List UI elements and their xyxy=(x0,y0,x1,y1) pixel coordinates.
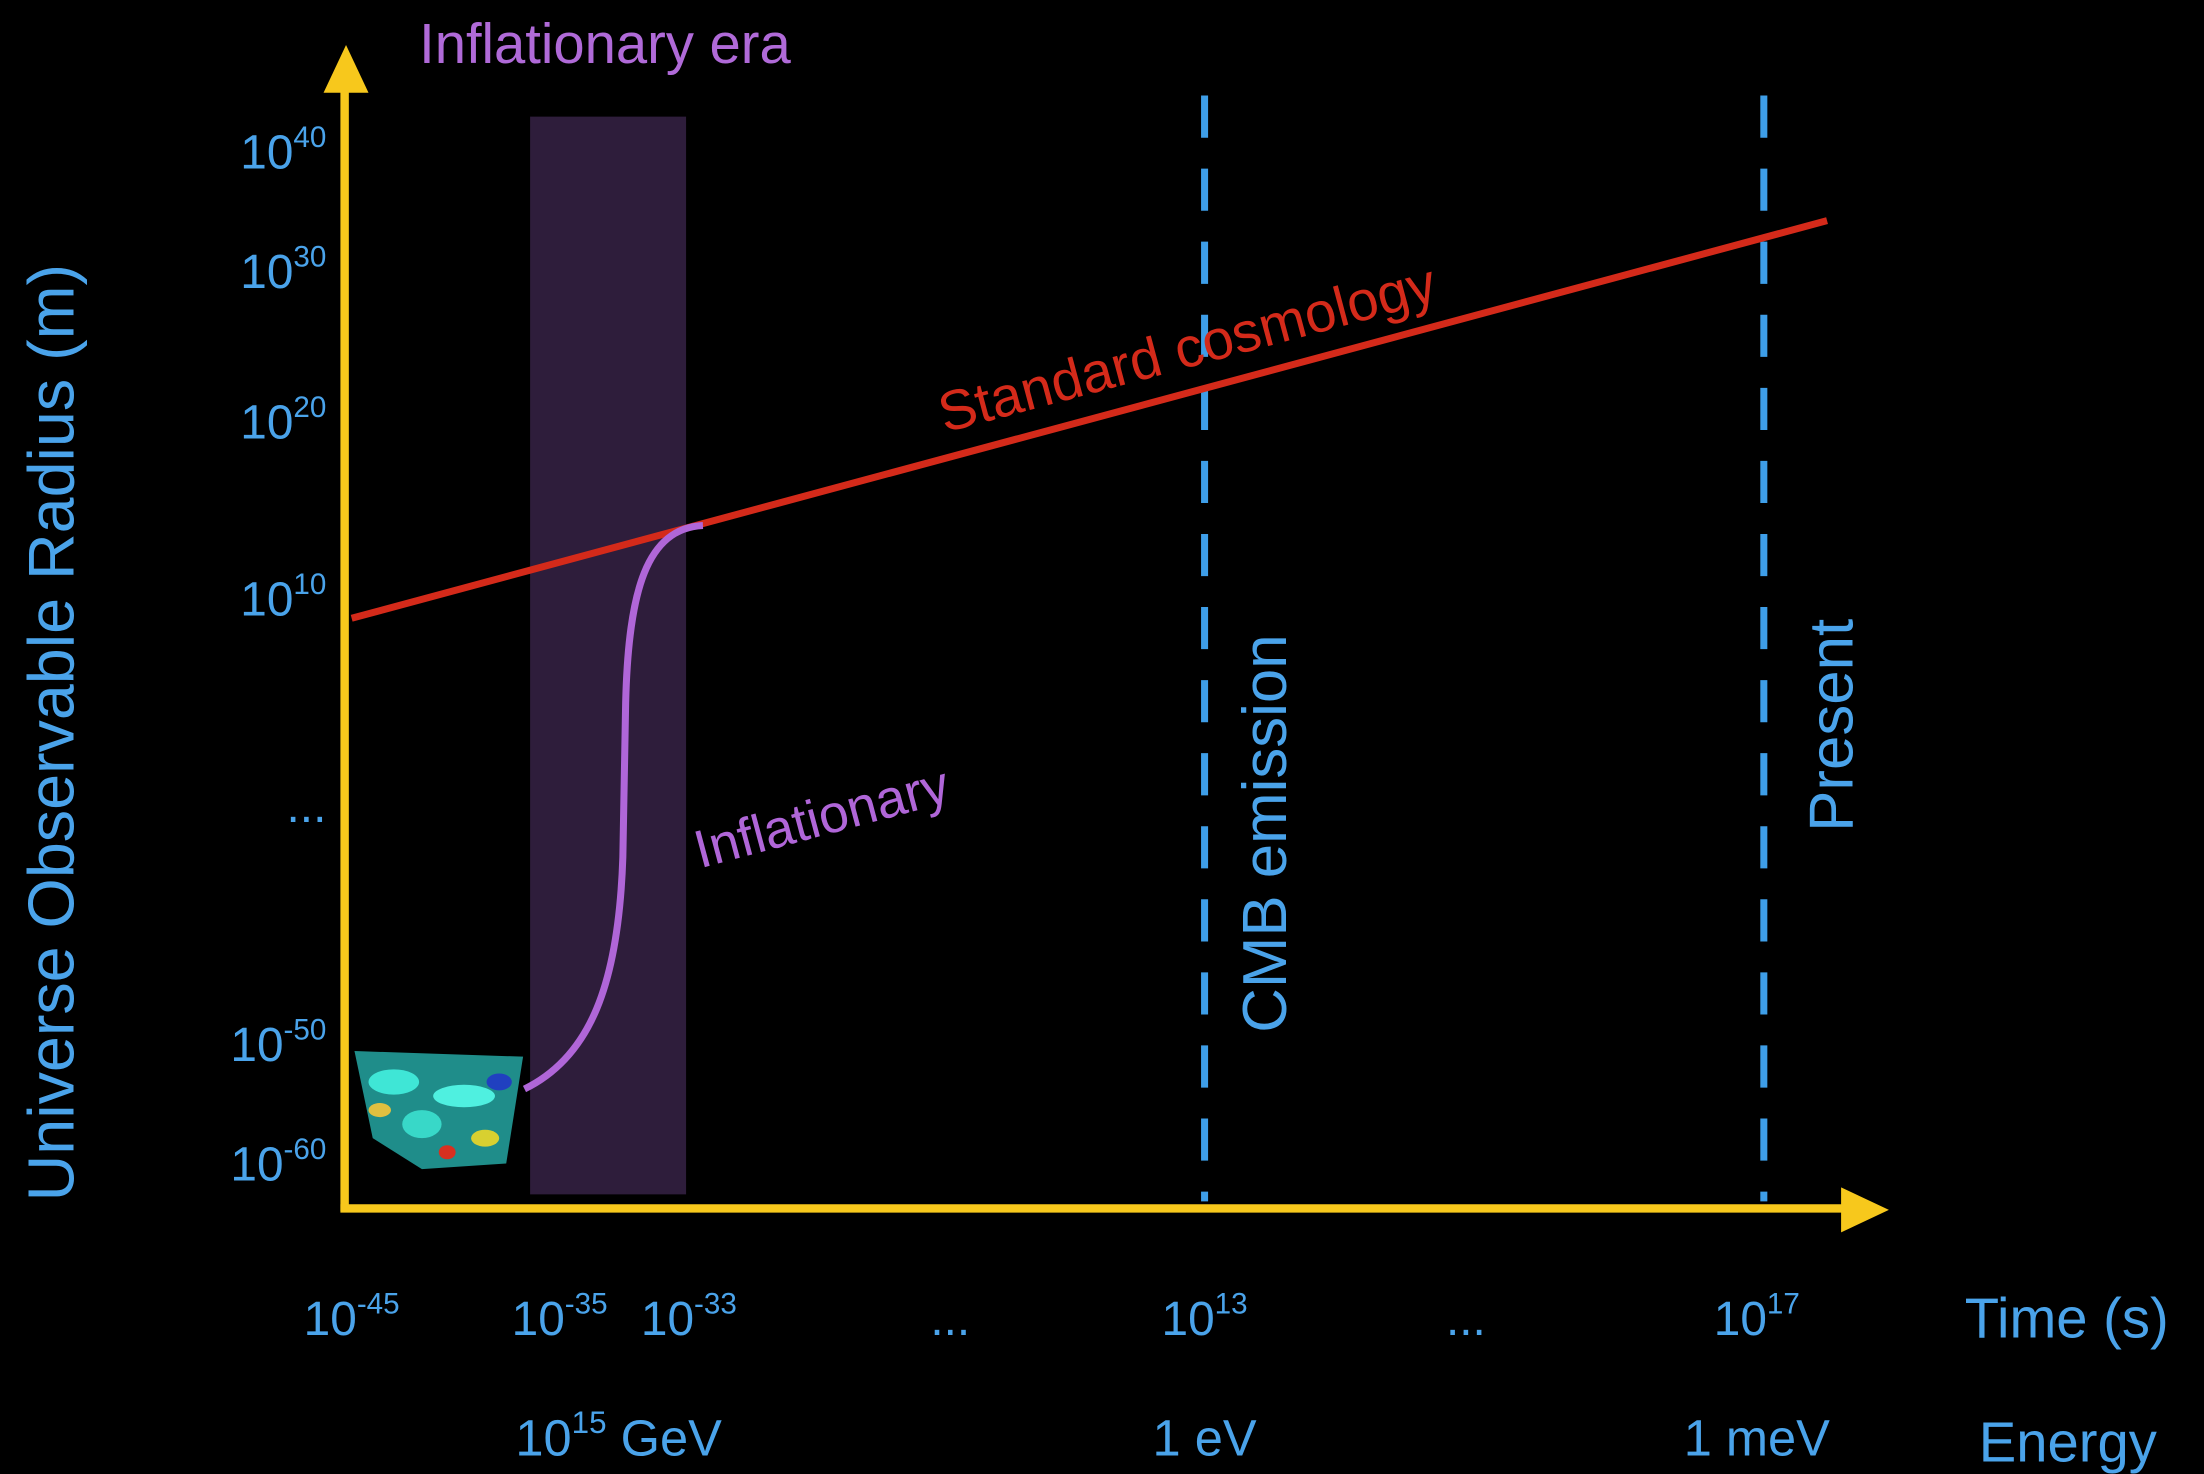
x-tick-label-base: 10 xyxy=(512,1293,565,1346)
y-tick-label: 10-50 xyxy=(230,1013,326,1071)
x-axis-label: Time (s) xyxy=(1965,1287,2169,1350)
inflationary-curve xyxy=(522,522,704,1093)
y-tick-label: 1020 xyxy=(240,391,326,449)
x-tick-label-base: 10 xyxy=(304,1293,357,1346)
energy-tick-label: 1 eV xyxy=(1153,1410,1257,1467)
x-tick-label: 10-33 xyxy=(641,1287,737,1345)
x-tick-label-base: ... xyxy=(1446,1293,1486,1346)
y-tick-label-exponent: -50 xyxy=(284,1013,327,1046)
x-tick-label-exponent: 17 xyxy=(1767,1287,1800,1320)
y-axis-label: Universe Observable Radius (m) xyxy=(14,264,87,1201)
x-tick-label-exponent: -33 xyxy=(694,1287,737,1320)
x-tick-label: 1013 xyxy=(1162,1287,1248,1345)
energy-tick-label-base: 1 meV xyxy=(1684,1410,1830,1467)
y-tick-label-exponent: 30 xyxy=(293,241,326,274)
y-tick-label: 10-60 xyxy=(230,1133,326,1191)
y-tick-label-base: 10 xyxy=(230,1019,283,1072)
y-tick-label-exponent: 10 xyxy=(293,568,326,601)
energy-tick-label: 1 meV xyxy=(1684,1410,1830,1467)
x-tick-label-exponent: -45 xyxy=(357,1287,400,1320)
inflation-band xyxy=(530,116,687,1195)
y-tick-label: 1010 xyxy=(240,568,326,626)
y-tick-label-exponent: 20 xyxy=(293,391,326,424)
y-tick-label-exponent: 40 xyxy=(293,121,326,154)
y-tick-label-base: 10 xyxy=(240,127,293,180)
y-tick-label-exponent: -60 xyxy=(284,1133,327,1166)
axes xyxy=(323,44,1889,1233)
y-tick-label: 1030 xyxy=(240,241,326,299)
x-tick-label: 10-45 xyxy=(304,1287,400,1345)
x-tick-label: 1017 xyxy=(1714,1287,1800,1345)
energy-tick-label-base: 1 eV xyxy=(1153,1410,1257,1467)
y-tick-label: 1040 xyxy=(240,121,326,179)
x-tick-label: ... xyxy=(1446,1293,1486,1346)
cmb-label: CMB emission xyxy=(1231,634,1300,1032)
x-tick-label-exponent: -35 xyxy=(565,1287,608,1320)
x-tick-label-exponent: 13 xyxy=(1215,1287,1248,1320)
present-label: Present xyxy=(1797,619,1866,832)
energy-axis-label: Energy xyxy=(1979,1410,2157,1473)
y-tick-label-base: ... xyxy=(287,780,327,833)
x-tick-label: ... xyxy=(930,1293,970,1346)
cmb-blob xyxy=(354,1051,524,1170)
standard-curve xyxy=(350,217,1828,622)
y-tick-label-base: 10 xyxy=(240,246,293,299)
y-tick-label: ... xyxy=(287,780,327,833)
y-tick-label-base: 10 xyxy=(230,1138,283,1191)
energy-tick-label-exponent: 15 xyxy=(572,1405,607,1440)
y-tick-label-base: 10 xyxy=(240,573,293,626)
region-label: Inflationary era xyxy=(419,12,791,75)
x-tick-label: 10-35 xyxy=(512,1287,608,1345)
energy-tick-label: 1015 GeV xyxy=(515,1405,722,1467)
energy-tick-label-base: 10 xyxy=(515,1410,571,1467)
x-tick-label-base: 10 xyxy=(1714,1293,1767,1346)
energy-tick-label-unit: GeV xyxy=(607,1410,723,1467)
y-tick-label-base: 10 xyxy=(240,396,293,449)
x-tick-label-base: ... xyxy=(930,1293,970,1346)
x-tick-label-base: 10 xyxy=(641,1293,694,1346)
x-tick-label-base: 10 xyxy=(1162,1293,1215,1346)
